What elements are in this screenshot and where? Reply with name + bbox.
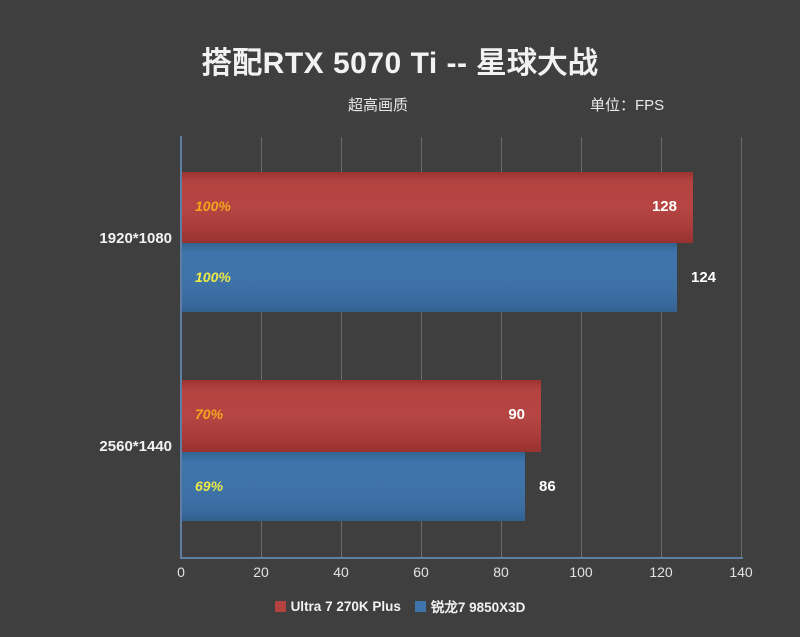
chart-title: 搭配RTX 5070 Ti -- 星球大战 <box>201 47 599 80</box>
bar-value-label: 124 <box>691 269 717 286</box>
bar-percent-label: 69% <box>195 478 224 494</box>
x-tick-0: 0 <box>177 564 185 580</box>
bar-value-label: 86 <box>539 478 556 495</box>
gridline-20 <box>261 137 262 558</box>
bar-value-label: 128 <box>651 198 677 215</box>
bar-series-0-cat-1[interactable]: 70% 90 <box>181 380 541 452</box>
gridline-60 <box>421 137 422 558</box>
bar-series-0-cat-0[interactable]: 100% 128 <box>181 172 693 243</box>
chart-legend: Ultra 7 270K Plus 锐龙7 9850X3D <box>0 596 800 616</box>
chart-subtitle-quality: 超高画质 <box>348 97 409 114</box>
bar-percent-label: 70% <box>195 406 224 422</box>
x-tick-60: 60 <box>413 564 429 580</box>
x-tick-80: 80 <box>493 564 509 580</box>
x-tick-20: 20 <box>253 564 269 580</box>
plot-area: 100% 128 100% 124 70% 90 69% 86 <box>181 137 742 558</box>
y-axis-line <box>180 136 182 559</box>
legend-label: 锐龙7 9850X3D <box>430 600 526 615</box>
legend-item-ultra-7-270k-plus[interactable]: Ultra 7 270K Plus <box>274 598 401 614</box>
category-label-2560x1440: 2560*1440 <box>99 438 172 455</box>
gridline-80 <box>501 137 502 558</box>
x-tick-140: 140 <box>729 564 753 580</box>
x-tick-40: 40 <box>333 564 349 580</box>
x-tick-100: 100 <box>569 564 593 580</box>
bar-series-1-cat-1[interactable]: 69% 86 <box>181 452 556 521</box>
category-label-1920x1080: 1920*1080 <box>99 230 172 247</box>
gridline-100 <box>581 137 582 558</box>
legend-label: Ultra 7 270K Plus <box>290 598 401 614</box>
chart-subtitle-unit: 单位：FPS <box>590 97 665 114</box>
bar-percent-label: 100% <box>195 198 231 214</box>
gridline-40 <box>341 137 342 558</box>
legend-swatch-blue <box>414 600 426 612</box>
bar-series-1-cat-0[interactable]: 100% 124 <box>181 243 716 312</box>
legend-item-ryzen-7-9850x3d[interactable]: 锐龙7 9850X3D <box>414 596 526 616</box>
gridline-140 <box>741 137 742 558</box>
bar-value-label: 90 <box>508 406 525 423</box>
x-tick-120: 120 <box>649 564 673 580</box>
x-axis-line <box>180 557 743 559</box>
bar-percent-label: 100% <box>195 269 231 285</box>
gridline-120 <box>661 137 662 558</box>
legend-swatch-red <box>274 600 286 612</box>
